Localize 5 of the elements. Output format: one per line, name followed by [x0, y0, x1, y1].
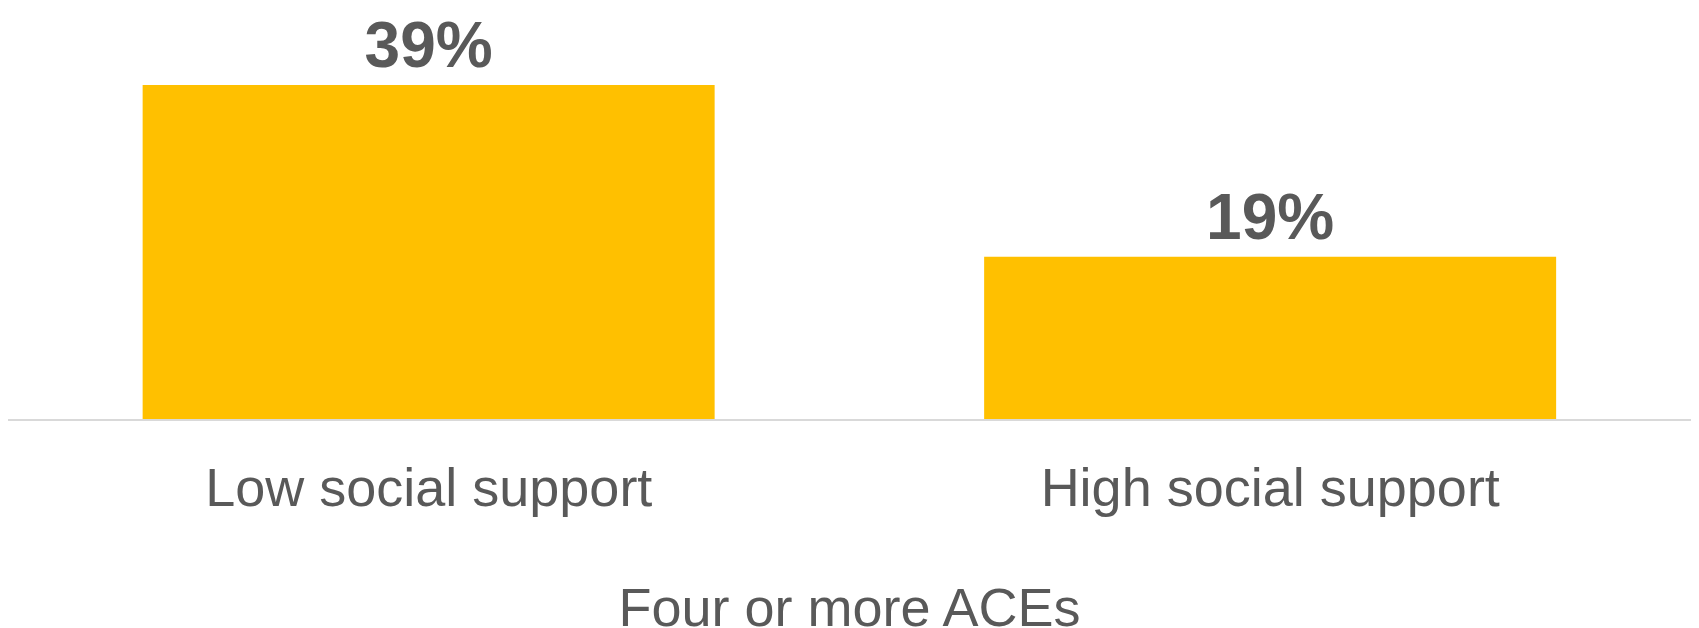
x-tick-label: High social support [1040, 457, 1500, 518]
data-label: 19% [1206, 180, 1335, 253]
data-label: 39% [364, 9, 493, 81]
x-axis-title: Four or more ACEs [618, 577, 1081, 628]
x-tick-label: Low social support [205, 457, 653, 518]
